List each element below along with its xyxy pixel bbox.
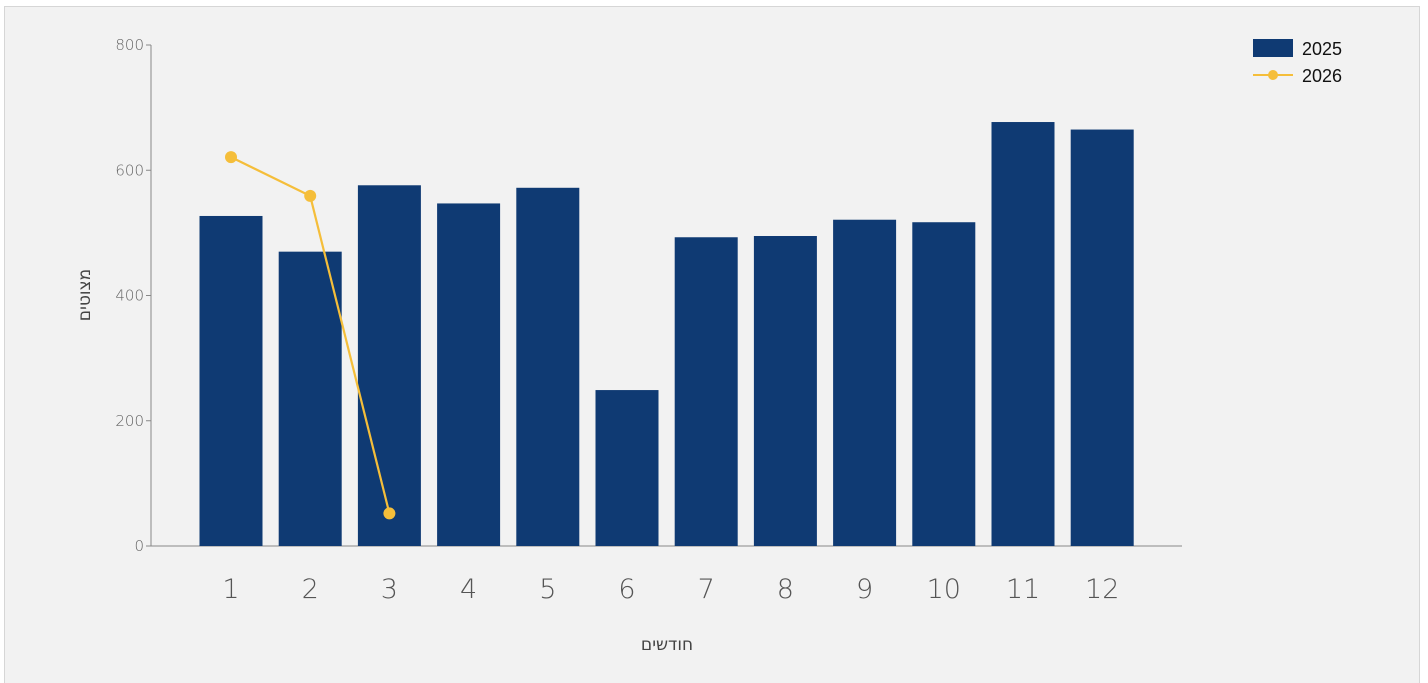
y-tick-label: 200 [115,412,144,430]
legend-label-2026[interactable]: 2026 [1302,66,1342,86]
bar-2[interactable] [278,251,342,546]
legend-label-2025[interactable]: 2025 [1302,39,1342,59]
x-tick-label: 3 [381,574,398,605]
point-2026-3[interactable] [383,507,396,520]
point-2026-1[interactable] [225,151,237,164]
x-tick-label: 11 [1006,574,1040,605]
legend[interactable]: 2025 2026 [1253,39,1342,86]
x-axis-title: חודשים [641,635,693,655]
bar-10[interactable] [912,222,976,546]
x-tick-label: 12 [1085,574,1119,605]
x-tick-label: 5 [539,574,556,605]
y-axis-title: מצוטים [75,269,95,321]
bar-series [199,122,1134,547]
y-tick-label: 800 [115,36,144,54]
y-tick-label: 0 [134,537,144,555]
x-tick-label: 4 [460,574,477,605]
bar-3[interactable] [357,185,421,546]
x-tick-label: 6 [618,574,635,605]
point-2026-2[interactable] [304,189,317,202]
bar-6[interactable] [595,390,659,546]
x-tick-label: 9 [856,574,873,605]
bar-1[interactable] [199,215,263,546]
y-axis-ticks: 0 200 400 600 800 [115,36,151,555]
bar-11[interactable] [991,122,1055,546]
bar-9[interactable] [833,219,897,546]
y-tick-label: 600 [115,161,144,179]
legend-swatch-2025[interactable] [1253,39,1293,57]
y-tick-label: 400 [115,287,144,305]
bar-8[interactable] [753,236,817,546]
bar-7[interactable] [674,237,738,547]
bar-12[interactable] [1070,129,1134,546]
line-series [225,151,396,520]
x-tick-label: 8 [777,574,794,605]
x-tick-label: 7 [698,574,715,605]
bar-4[interactable] [437,203,501,546]
legend-swatch-2026-marker[interactable] [1268,70,1278,80]
x-tick-label: 10 [927,574,961,605]
x-tick-label: 1 [222,574,239,605]
bar-5[interactable] [516,187,580,546]
x-axis-ticks: 1 2 3 4 5 6 7 8 9 10 11 12 [222,574,1119,605]
x-tick-label: 2 [302,574,319,605]
